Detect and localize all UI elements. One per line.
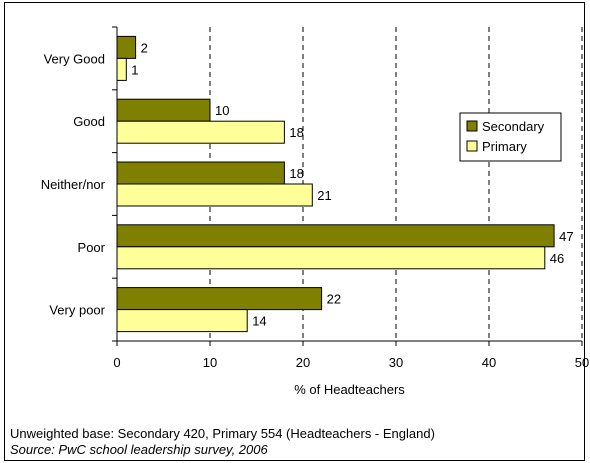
bar-primary <box>116 57 127 81</box>
bar-secondary <box>116 98 211 122</box>
bar-primary <box>116 246 546 270</box>
category-label: Very poor <box>49 303 105 318</box>
bar-value-label: 47 <box>559 229 573 244</box>
bar-value-label: 21 <box>317 188 331 203</box>
bar-value-label: 18 <box>289 125 303 140</box>
category-label: Neither/nor <box>41 177 106 192</box>
bar-primary <box>116 309 248 333</box>
category-label: Poor <box>78 240 106 255</box>
unweighted-base-note: Unweighted base: Secondary 420, Primary … <box>10 426 435 441</box>
category-label: Good <box>73 114 105 129</box>
bar-value-label: 18 <box>289 166 303 181</box>
bar-primary <box>116 120 285 144</box>
category-label: Very Good <box>44 51 105 66</box>
bar-value-label: 14 <box>252 314 266 329</box>
bar-secondary <box>116 161 285 185</box>
x-tick-label: 10 <box>203 355 217 370</box>
x-tick-label: 20 <box>296 355 310 370</box>
legend-swatch-secondary <box>466 120 478 132</box>
bar-value-label: 46 <box>550 251 564 266</box>
legend-label-secondary: Secondary <box>482 119 545 134</box>
bar-value-label: 10 <box>215 103 229 118</box>
legend-swatch-primary <box>466 140 478 152</box>
legend-label-primary: Primary <box>482 139 527 154</box>
bar-value-label: 2 <box>141 40 148 55</box>
x-tick-label: 40 <box>482 355 496 370</box>
source-note: Source: PwC school leadership survey, 20… <box>10 442 268 457</box>
bar-value-label: 22 <box>327 292 341 307</box>
bar-secondary <box>116 224 555 248</box>
bar-value-label: 1 <box>131 62 138 77</box>
bar-secondary <box>116 287 323 311</box>
x-axis-label: % of Headteachers <box>294 382 405 397</box>
x-tick-label: 30 <box>389 355 403 370</box>
x-tick-label: 50 <box>575 355 589 370</box>
chart-frame <box>4 2 585 461</box>
x-tick-label: 0 <box>113 355 120 370</box>
footnote: Unweighted base: Secondary 420, Primary … <box>10 426 435 458</box>
bar-secondary <box>116 35 137 59</box>
bar-primary <box>116 183 313 207</box>
